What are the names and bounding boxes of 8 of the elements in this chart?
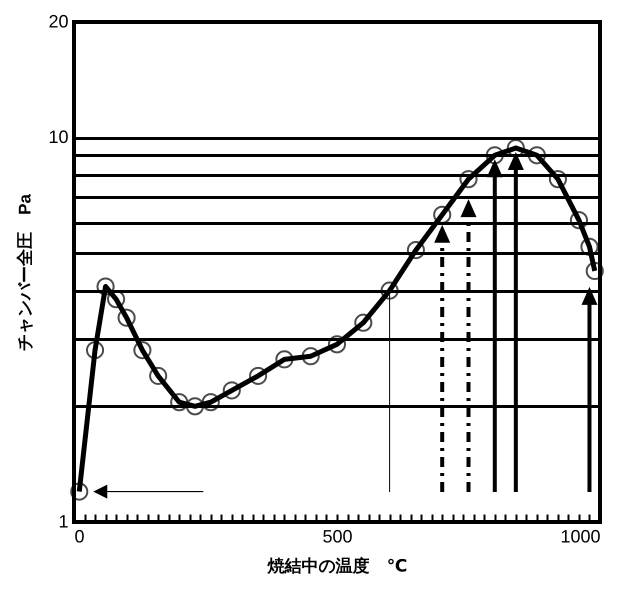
x-tick-label: 0 bbox=[74, 526, 85, 546]
x-tick-label: 500 bbox=[322, 526, 353, 546]
y-tick-label: 20 bbox=[48, 12, 68, 32]
y-tick-label: 10 bbox=[48, 127, 68, 148]
x-axis-title: 焼結中の温度 ℃ bbox=[266, 556, 408, 576]
y-axis-title: チャンバー全圧 Pa bbox=[15, 194, 34, 351]
x-tick-label: 1000 bbox=[560, 526, 600, 546]
y-tick-label: 1 bbox=[58, 512, 68, 532]
